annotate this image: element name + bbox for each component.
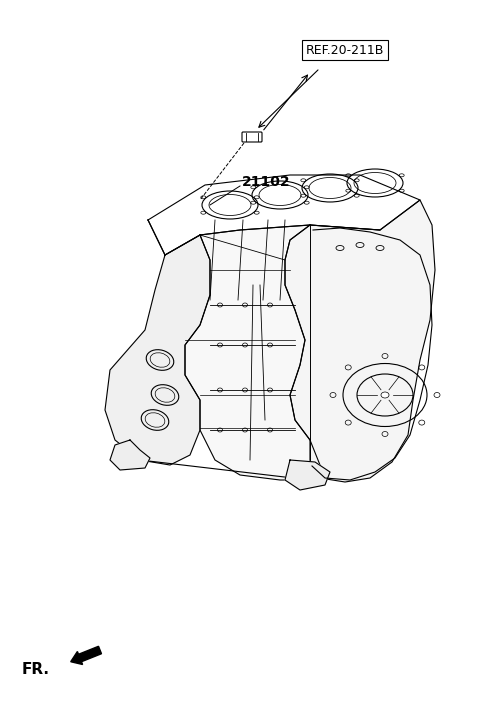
Text: FR.: FR. [22, 662, 50, 677]
Polygon shape [285, 200, 435, 482]
Text: REF.20-211B: REF.20-211B [306, 44, 384, 57]
FancyArrow shape [71, 647, 101, 664]
Polygon shape [105, 220, 210, 465]
Polygon shape [285, 460, 330, 490]
Polygon shape [110, 440, 150, 470]
Text: 21102: 21102 [242, 175, 290, 189]
Polygon shape [148, 175, 420, 255]
Ellipse shape [381, 392, 389, 398]
Polygon shape [185, 225, 320, 480]
